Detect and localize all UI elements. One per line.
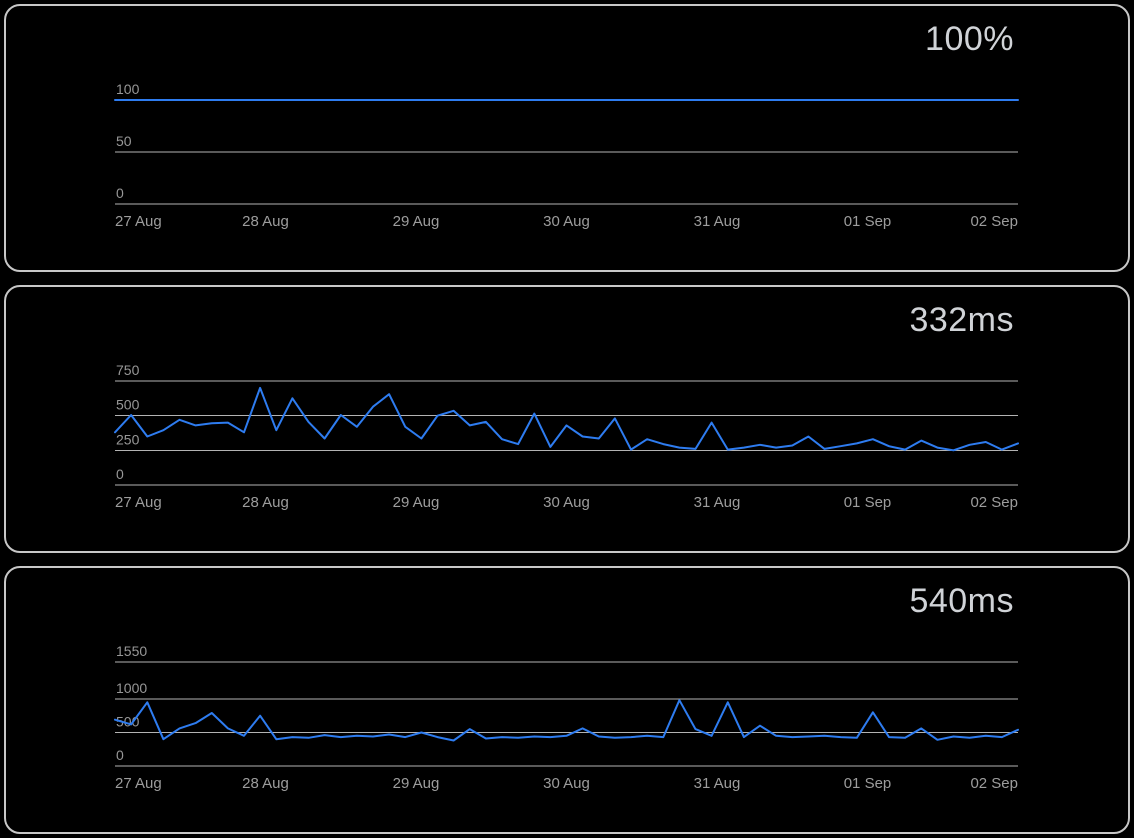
svg-text:30 Aug: 30 Aug <box>543 213 590 230</box>
response-time-line-chart-2: 0 500 1000 1550 27 Aug 28 Aug 29 Aug 30 Aug 31 A… <box>114 643 1019 792</box>
svg-text:1000: 1000 <box>116 680 147 696</box>
svg-text:100: 100 <box>116 81 140 97</box>
response-time-line-chart-1: 0 250 500 750 27 Aug 28 Aug 29 Aug 30 Aug 31 Aug… <box>114 362 1019 511</box>
svg-text:02 Sep: 02 Sep <box>970 494 1018 511</box>
response-time-panel-2: 540ms 0 500 1000 1550 27 Aug 28 Aug 29 Aug 30 A… <box>4 566 1130 834</box>
svg-text:01 Sep: 01 Sep <box>844 213 892 230</box>
svg-text:500: 500 <box>116 714 140 730</box>
svg-text:28 Aug: 28 Aug <box>242 775 289 792</box>
svg-text:29 Aug: 29 Aug <box>393 494 440 511</box>
svg-text:01 Sep: 01 Sep <box>844 775 892 792</box>
uptime-panel: 100% 0 50 100 27 Aug 28 Aug 29 Aug 30 Aug 31 Au… <box>4 4 1130 272</box>
response-time-panel-1: 332ms 0 250 500 750 27 Aug 28 Aug 29 Aug 30 Aug… <box>4 285 1130 553</box>
svg-text:29 Aug: 29 Aug <box>393 775 440 792</box>
svg-text:500: 500 <box>116 397 140 413</box>
svg-text:30 Aug: 30 Aug <box>543 494 590 511</box>
svg-text:31 Aug: 31 Aug <box>694 213 741 230</box>
svg-text:0: 0 <box>116 466 124 482</box>
svg-text:27 Aug: 27 Aug <box>115 775 162 792</box>
svg-text:31 Aug: 31 Aug <box>694 494 741 511</box>
svg-text:0: 0 <box>116 747 124 763</box>
uptime-headline-value: 100% <box>925 20 1014 58</box>
svg-text:28 Aug: 28 Aug <box>242 494 289 511</box>
svg-text:50: 50 <box>116 133 132 149</box>
svg-text:1550: 1550 <box>116 643 147 659</box>
svg-text:27 Aug: 27 Aug <box>115 213 162 230</box>
svg-text:28 Aug: 28 Aug <box>242 213 289 230</box>
response-time-headline-value-1: 332ms <box>909 301 1014 339</box>
svg-text:01 Sep: 01 Sep <box>844 494 892 511</box>
svg-text:30 Aug: 30 Aug <box>543 775 590 792</box>
svg-text:250: 250 <box>116 431 140 447</box>
uptime-line-chart: 0 50 100 27 Aug 28 Aug 29 Aug 30 Aug 31 Aug 01 S… <box>114 81 1019 230</box>
response-time-headline-value-2: 540ms <box>909 582 1014 620</box>
svg-text:29 Aug: 29 Aug <box>393 213 440 230</box>
svg-text:27 Aug: 27 Aug <box>115 494 162 511</box>
svg-text:02 Sep: 02 Sep <box>970 775 1018 792</box>
svg-text:750: 750 <box>116 362 140 378</box>
svg-text:31 Aug: 31 Aug <box>694 775 741 792</box>
svg-text:02 Sep: 02 Sep <box>970 213 1018 230</box>
svg-text:0: 0 <box>116 185 124 201</box>
